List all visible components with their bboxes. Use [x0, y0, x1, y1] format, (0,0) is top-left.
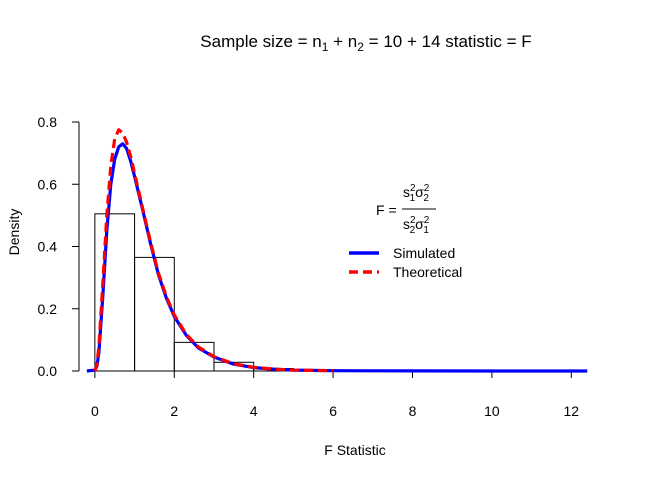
x-tick-label: 10 — [484, 403, 500, 419]
x-tick-label: 6 — [329, 403, 337, 419]
density-curves — [86, 128, 588, 373]
x-tick-label: 8 — [409, 403, 417, 419]
x-tick-label: 4 — [250, 403, 258, 419]
histogram-bars — [94, 213, 334, 372]
y-tick-label: 0.2 — [38, 301, 58, 317]
x-tick-label: 12 — [564, 403, 580, 419]
y-tick-label: 0.0 — [38, 363, 58, 379]
y-axis-label: Density — [6, 209, 22, 256]
histogram-bar — [134, 256, 175, 372]
legend: Simulated Theoretical — [349, 245, 462, 280]
y-tick-label: 0.4 — [38, 239, 58, 255]
axes: 0 2 4 6 8 10 12 0.0 0.2 0.4 0.6 0.8 — [38, 114, 580, 419]
y-tick-label: 0.6 — [38, 176, 58, 192]
formula-lhs: F = — [376, 202, 397, 218]
y-tick-label: 0.8 — [38, 114, 58, 130]
x-axis-label: F Statistic — [324, 442, 385, 458]
formula-denominator: s2 2σ2 1 — [403, 215, 430, 236]
chart-title: Sample size = n1 + n2 = 10 + 14 statisti… — [200, 32, 531, 54]
histogram-bar — [173, 341, 215, 372]
series-line-theoretical — [93, 128, 334, 373]
legend-label-simulated: Simulated — [393, 245, 455, 261]
x-tick-label: 2 — [170, 403, 178, 419]
formula-numerator: s2 1σ2 2 — [403, 183, 430, 204]
legend-label-theoretical: Theoretical — [393, 264, 462, 280]
x-tick-label: 0 — [91, 403, 99, 419]
formula-annotation: F = s2 1σ2 2 s2 2σ2 1 — [376, 183, 436, 236]
